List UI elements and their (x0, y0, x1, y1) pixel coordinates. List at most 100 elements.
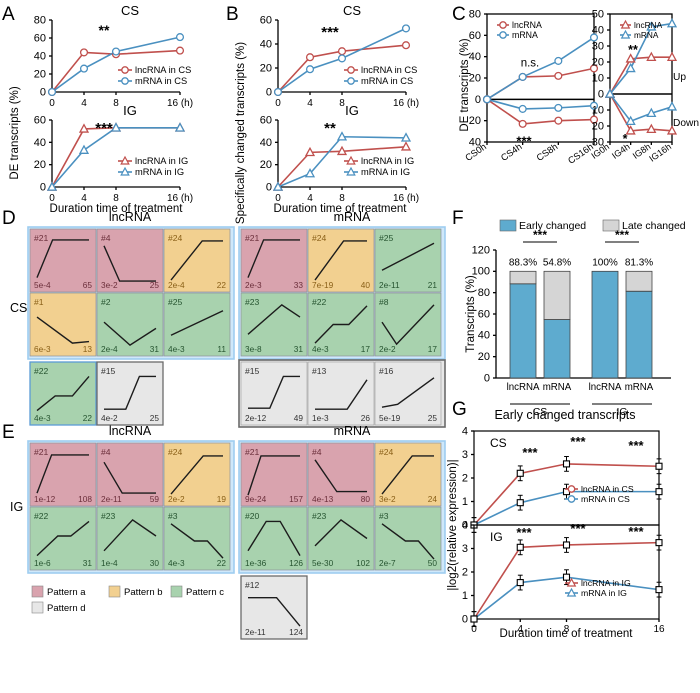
svg-text:lncRNA in IG: lncRNA in IG (581, 578, 631, 588)
svg-text:n.s.: n.s. (521, 57, 540, 69)
svg-text:22: 22 (217, 280, 227, 290)
svg-text:lncRNA: lncRNA (589, 382, 622, 393)
svg-text:40: 40 (260, 39, 272, 51)
svg-text:mRNA in CS: mRNA in CS (361, 76, 413, 86)
svg-text:1: 1 (462, 496, 468, 508)
svg-text:1e-4: 1e-4 (101, 558, 118, 568)
svg-text:***: *** (628, 524, 644, 539)
svg-text:3: 3 (462, 449, 468, 461)
svg-text:88.3%: 88.3% (509, 257, 537, 268)
svg-text:5e-30: 5e-30 (312, 558, 334, 568)
svg-text:|log2(relative expression)|: |log2(relative expression)| (447, 459, 459, 590)
svg-text:mRNA: mRNA (334, 424, 371, 438)
svg-text:#24: #24 (379, 447, 394, 457)
svg-text:D: D (2, 208, 16, 229)
svg-text:2e-7: 2e-7 (379, 558, 396, 568)
svg-text:#23: #23 (312, 511, 327, 521)
svg-text:49: 49 (294, 413, 304, 423)
svg-text:22: 22 (83, 413, 93, 423)
svg-text:0: 0 (266, 87, 272, 99)
svg-text:120: 120 (472, 244, 490, 256)
svg-text:7e-19: 7e-19 (312, 280, 334, 290)
svg-text:4e-3: 4e-3 (34, 413, 51, 423)
svg-text:22: 22 (217, 558, 227, 568)
svg-text:1: 1 (462, 590, 468, 602)
svg-text:100%: 100% (592, 257, 618, 268)
svg-text:DE transcripts (%): DE transcripts (%) (9, 86, 21, 179)
svg-text:4: 4 (81, 98, 87, 109)
svg-text:26: 26 (361, 413, 371, 423)
svg-text:2e-4: 2e-4 (101, 344, 118, 354)
svg-text:Down: Down (673, 118, 699, 129)
svg-text:80: 80 (34, 15, 46, 27)
svg-text:#21: #21 (34, 447, 49, 457)
svg-text:80: 80 (361, 494, 371, 504)
svg-text:Late changed: Late changed (622, 220, 686, 232)
svg-text:124: 124 (289, 627, 303, 637)
svg-text:DE transcripts (%): DE transcripts (%) (459, 38, 471, 131)
svg-text:A: A (2, 4, 15, 25)
svg-text:2e-11: 2e-11 (379, 280, 400, 290)
svg-text:40: 40 (34, 51, 46, 63)
svg-text:11: 11 (217, 344, 226, 354)
svg-text:20: 20 (592, 121, 604, 133)
svg-text:4e-13: 4e-13 (312, 494, 334, 504)
svg-text:40: 40 (34, 137, 46, 149)
svg-text:59: 59 (150, 494, 160, 504)
svg-text:Transcripts (%): Transcripts (%) (465, 275, 477, 353)
svg-text:#22: #22 (34, 511, 49, 521)
svg-text:mRNA in IG: mRNA in IG (135, 167, 184, 177)
svg-text:8: 8 (113, 98, 119, 109)
svg-text:Pattern b: Pattern b (124, 587, 163, 598)
svg-text:2e-12: 2e-12 (245, 413, 267, 423)
svg-text:4e-3: 4e-3 (312, 344, 329, 354)
svg-text:4: 4 (462, 425, 468, 437)
svg-text:0: 0 (598, 89, 604, 101)
svg-text:lncRNA: lncRNA (634, 20, 663, 30)
svg-text:60: 60 (34, 33, 46, 45)
svg-text:mRNA in CS: mRNA in CS (581, 494, 630, 504)
svg-text:3e-2: 3e-2 (379, 494, 396, 504)
svg-text:lncRNA: lncRNA (109, 210, 152, 224)
svg-text:20: 20 (592, 57, 604, 69)
svg-text:3: 3 (462, 543, 468, 555)
svg-text:126: 126 (289, 558, 303, 568)
svg-text:mRNA in CS: mRNA in CS (135, 76, 187, 86)
svg-text:CS: CS (490, 436, 507, 450)
svg-text:2: 2 (462, 472, 468, 484)
svg-text:4: 4 (307, 98, 313, 109)
svg-text:16 (h): 16 (h) (167, 98, 193, 109)
svg-text:25: 25 (428, 413, 438, 423)
svg-text:lncRNA in CS: lncRNA in CS (361, 65, 417, 75)
svg-text:2e-2: 2e-2 (379, 344, 396, 354)
svg-text:24: 24 (428, 494, 438, 504)
svg-text:9e-24: 9e-24 (245, 494, 267, 504)
svg-text:#24: #24 (168, 233, 183, 243)
svg-text:5e-4: 5e-4 (34, 280, 51, 290)
svg-text:#15: #15 (245, 366, 260, 376)
svg-text:21: 21 (428, 280, 438, 290)
svg-text:2e-4: 2e-4 (168, 280, 185, 290)
svg-text:40: 40 (361, 280, 371, 290)
svg-text:#4: #4 (101, 233, 111, 243)
svg-text:60: 60 (260, 15, 272, 27)
svg-text:**: ** (628, 43, 638, 57)
svg-text:0: 0 (49, 98, 55, 109)
svg-text:10: 10 (592, 73, 604, 85)
svg-text:#16: #16 (379, 366, 394, 376)
svg-text:81.3%: 81.3% (625, 257, 653, 268)
svg-text:20: 20 (478, 351, 490, 363)
svg-text:#8: #8 (379, 297, 389, 307)
svg-text:**: ** (99, 22, 110, 38)
svg-text:mRNA: mRNA (634, 30, 659, 40)
svg-text:0: 0 (40, 87, 46, 99)
svg-text:***: *** (628, 438, 644, 453)
svg-text:80: 80 (478, 287, 490, 299)
svg-text:mRNA: mRNA (512, 30, 538, 40)
svg-text:10: 10 (592, 105, 604, 117)
svg-text:108: 108 (78, 494, 92, 504)
svg-text:40: 40 (478, 330, 490, 342)
svg-text:B: B (226, 4, 239, 25)
svg-text:Pattern d: Pattern d (47, 603, 86, 614)
svg-text:65: 65 (83, 280, 93, 290)
